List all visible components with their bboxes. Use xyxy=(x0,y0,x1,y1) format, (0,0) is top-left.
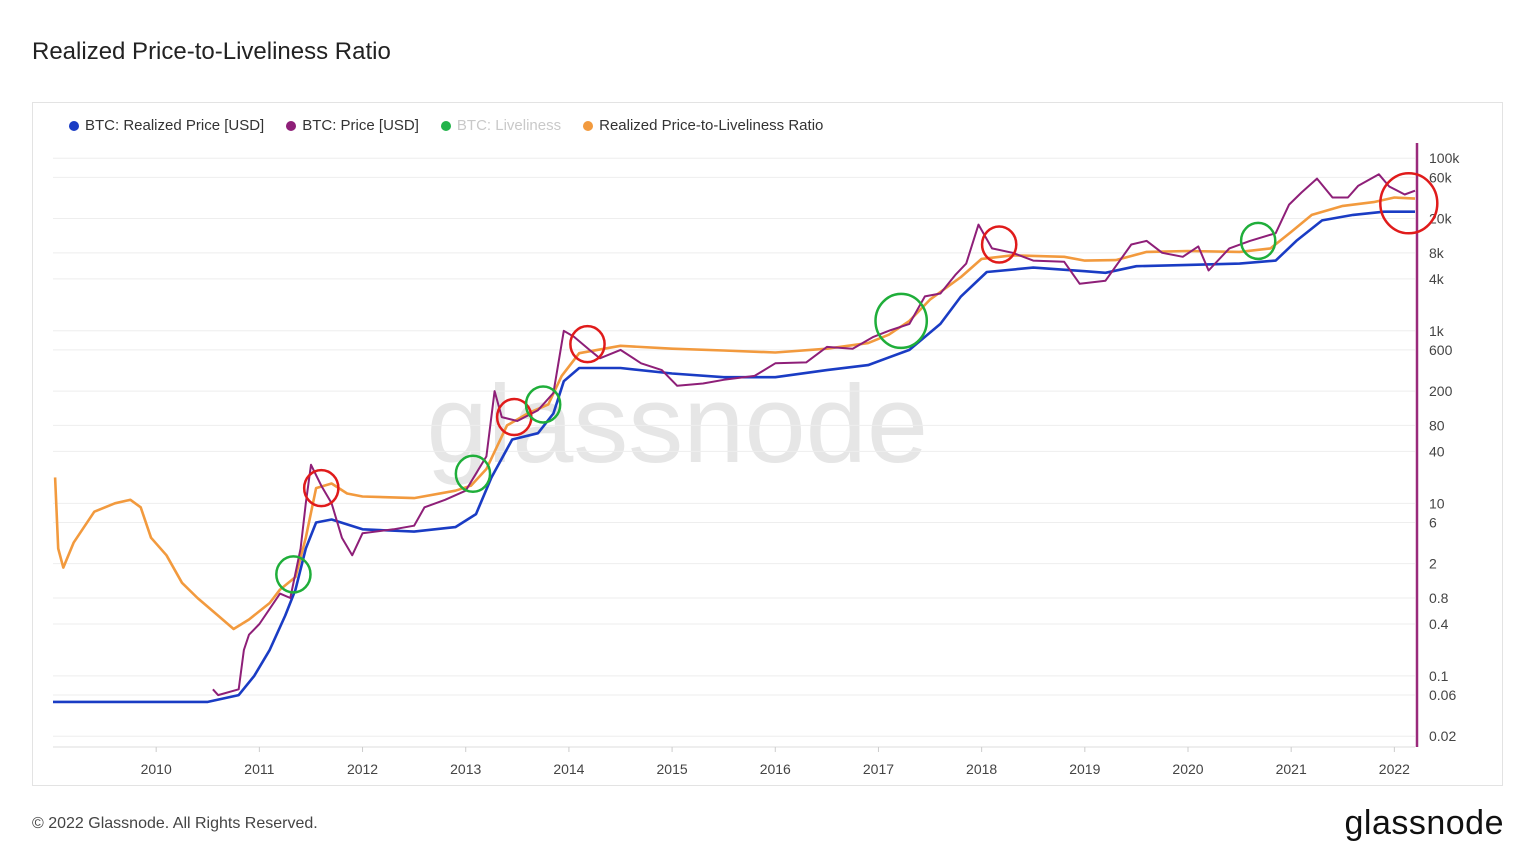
y-tick-label: 600 xyxy=(1429,342,1453,358)
page-title: Realized Price-to-Liveliness Ratio xyxy=(32,38,391,65)
x-tick-label: 2019 xyxy=(1069,761,1100,777)
legend-dot-ratio xyxy=(583,120,594,131)
y-tick-label: 8k xyxy=(1429,245,1445,261)
legend-label-price: BTC: Price [USD] xyxy=(302,117,419,134)
legend-item-realized-price[interactable]: BTC: Realized Price [USD] xyxy=(69,117,264,134)
chart-plot[interactable]: glassnode100k60k20k8k4k1k600200804010620… xyxy=(33,103,1502,785)
x-tick-label: 2022 xyxy=(1379,761,1410,777)
y-tick-label: 1k xyxy=(1429,323,1445,339)
annotation-circle-green xyxy=(874,292,929,350)
x-tick-label: 2021 xyxy=(1276,761,1307,777)
legend-label-realized-price: BTC: Realized Price [USD] xyxy=(85,117,265,134)
y-tick-label: 0.4 xyxy=(1429,616,1449,632)
y-tick-label: 0.8 xyxy=(1429,590,1449,606)
brand-logo: glassnode xyxy=(1344,804,1504,842)
x-tick-label: 2010 xyxy=(141,761,172,777)
x-tick-label: 2015 xyxy=(657,761,688,777)
x-tick-label: 2014 xyxy=(553,761,584,777)
chart-legend: BTC: Realized Price [USD] BTC: Price [US… xyxy=(69,117,823,134)
y-tick-label: 60k xyxy=(1429,169,1453,185)
legend-item-ratio[interactable]: Realized Price-to-Liveliness Ratio xyxy=(583,117,823,134)
x-tick-label: 2013 xyxy=(450,761,481,777)
y-tick-label: 40 xyxy=(1429,443,1445,459)
annotation-circle-green xyxy=(454,454,492,494)
y-tick-label: 2 xyxy=(1429,556,1437,572)
annotation-circle-red xyxy=(302,468,340,508)
y-tick-label: 0.1 xyxy=(1429,668,1449,684)
x-tick-label: 2012 xyxy=(347,761,378,777)
x-tick-label: 2016 xyxy=(760,761,791,777)
y-tick-label: 0.06 xyxy=(1429,687,1456,703)
legend-dot-realized-price xyxy=(69,120,79,131)
legend-item-liveliness[interactable]: BTC: Liveliness xyxy=(440,117,562,134)
annotation-circle-red xyxy=(569,324,606,364)
legend-item-price[interactable]: BTC: Price [USD] xyxy=(286,117,419,134)
annotation-circle-green xyxy=(1239,221,1277,261)
x-tick-label: 2020 xyxy=(1172,761,1203,777)
x-tick-label: 2018 xyxy=(966,761,997,777)
series-line-price xyxy=(212,173,1416,697)
series-line-realized-price xyxy=(53,210,1415,704)
y-tick-label: 4k xyxy=(1429,271,1445,287)
annotation-circle-red xyxy=(1379,172,1439,235)
y-tick-label: 100k xyxy=(1429,150,1460,166)
y-tick-label: 0.02 xyxy=(1429,728,1456,744)
legend-dot-price xyxy=(286,120,297,131)
y-tick-label: 200 xyxy=(1429,383,1453,399)
legend-dot-liveliness xyxy=(440,120,451,131)
annotation-circle-green xyxy=(275,555,312,594)
x-tick-label: 2011 xyxy=(244,761,274,777)
copyright-text: © 2022 Glassnode. All Rights Reserved. xyxy=(32,815,318,832)
annotation-circle-red xyxy=(980,225,1018,264)
legend-label-liveliness: BTC: Liveliness xyxy=(456,117,562,134)
y-tick-label: 80 xyxy=(1429,417,1445,433)
legend-label-ratio: Realized Price-to-Liveliness Ratio xyxy=(599,117,824,134)
y-tick-label: 10 xyxy=(1429,495,1445,511)
y-tick-label: 6 xyxy=(1429,514,1437,530)
watermark-text: glassnode xyxy=(427,363,929,486)
annotation-circle-green xyxy=(524,385,562,424)
chart-card: BTC: Realized Price [USD] BTC: Price [US… xyxy=(32,102,1503,786)
x-tick-label: 2017 xyxy=(863,761,894,777)
